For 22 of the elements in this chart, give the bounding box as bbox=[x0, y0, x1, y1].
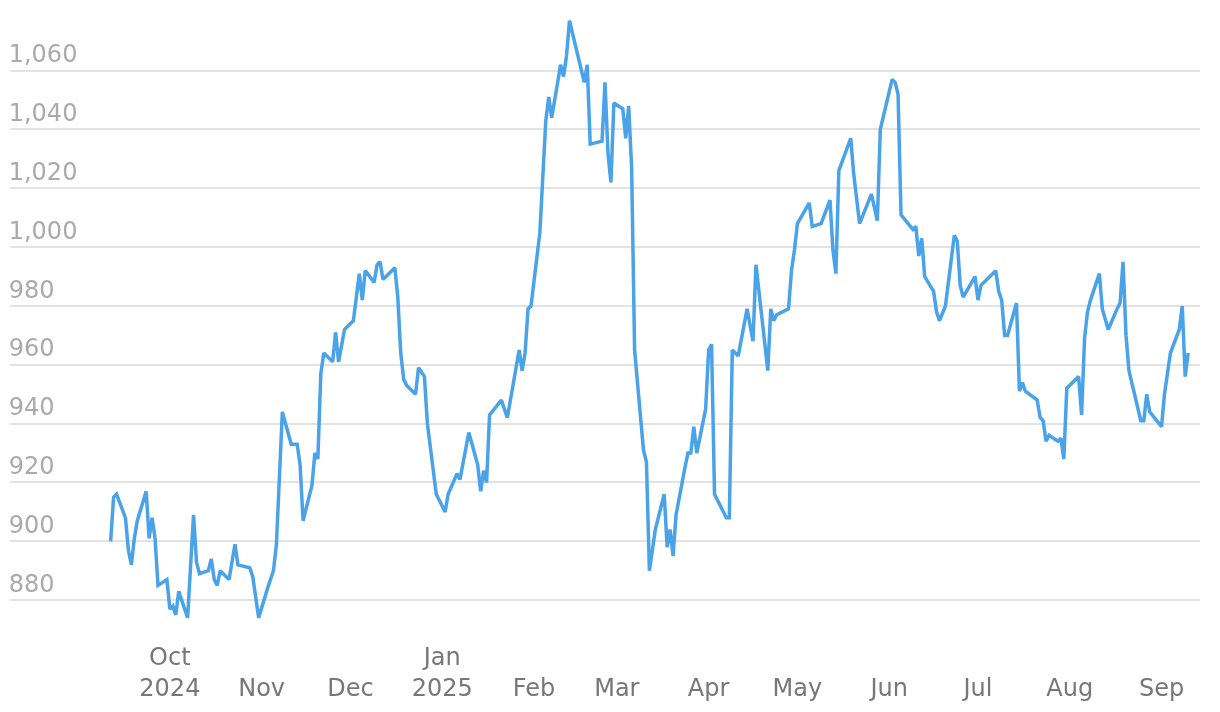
y-tick-label: 940 bbox=[8, 393, 55, 422]
y-tick-label: 1,040 bbox=[8, 99, 78, 128]
y-tick-label: 960 bbox=[8, 334, 55, 363]
y-tick-label: 1,020 bbox=[8, 157, 78, 186]
y-tick-label: 1,060 bbox=[8, 40, 78, 69]
x-tick-label: Jan 2025 bbox=[411, 642, 473, 702]
y-tick-label: 980 bbox=[8, 275, 55, 304]
y-tick-label: 1,000 bbox=[8, 216, 78, 245]
x-tick-label: Nov bbox=[238, 674, 286, 702]
x-tick-label: Oct 2024 bbox=[139, 642, 201, 702]
x-tick-label: Dec bbox=[327, 674, 374, 702]
x-tick-label: Jun bbox=[868, 674, 908, 702]
x-tick-label: Jul bbox=[961, 674, 993, 702]
x-tick-label: Mar bbox=[594, 674, 640, 702]
y-tick-label: 900 bbox=[8, 510, 55, 539]
y-tick-label: 920 bbox=[8, 452, 55, 481]
x-tick-label: Aug bbox=[1046, 674, 1094, 702]
x-tick-label: Feb bbox=[512, 674, 556, 702]
y-tick-label: 880 bbox=[8, 569, 55, 598]
x-tick-label: May bbox=[772, 674, 823, 702]
x-tick-label: Sep bbox=[1138, 674, 1185, 702]
x-tick-label: Apr bbox=[687, 674, 730, 702]
